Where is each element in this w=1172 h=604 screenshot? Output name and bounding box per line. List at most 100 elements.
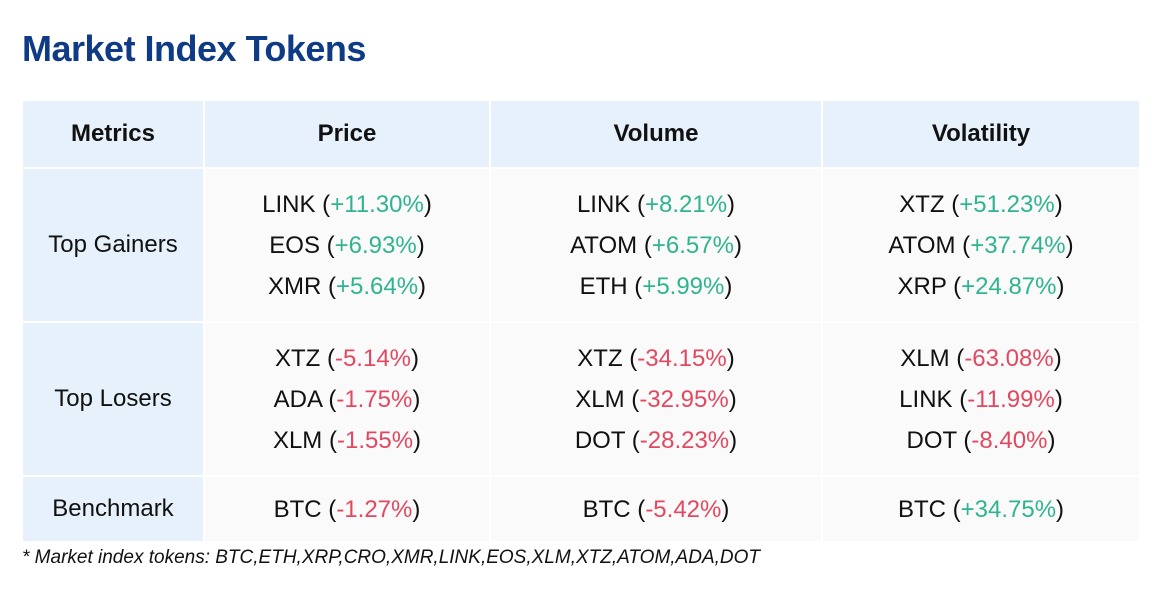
paren-open: (	[625, 426, 640, 454]
token-entry: ETH (+5.99%)	[492, 266, 820, 307]
paren-close: )	[728, 385, 737, 413]
token-entry: BTC (+34.75%)	[824, 489, 1138, 530]
paren-open: (	[321, 272, 336, 300]
page-title: Market Index Tokens	[22, 28, 366, 69]
token-entry: XLM (-63.08%)	[824, 338, 1138, 379]
token-change: +11.30%	[330, 190, 424, 218]
token-entry: DOT (-28.23%)	[492, 420, 820, 461]
token-entry: ATOM (+6.57%)	[492, 225, 820, 266]
token-entry: DOT (-8.40%)	[824, 420, 1138, 461]
header-price: Price	[205, 101, 491, 169]
cell-price: BTC (-1.27%)	[205, 477, 491, 543]
token-symbol: XTZ	[899, 190, 945, 218]
token-entry: XRP (+24.87%)	[824, 266, 1138, 307]
token-symbol: LINK	[576, 190, 631, 218]
paren-close: )	[1047, 426, 1056, 454]
token-change: -34.15%	[637, 344, 727, 372]
paren-close: )	[729, 426, 738, 454]
paren-open: (	[952, 385, 968, 413]
paren-open: (	[315, 190, 331, 218]
paren-open: (	[630, 495, 646, 523]
cell-volatility: XLM (-63.08%) LINK (-11.99%) DOT (-8.40%)	[823, 323, 1139, 477]
paren-open: (	[955, 231, 971, 259]
token-change: +6.57%	[651, 231, 734, 259]
token-change: -5.42%	[645, 495, 722, 523]
paren-open: (	[321, 385, 337, 413]
token-change: +24.87%	[961, 272, 1057, 300]
token-symbol: EOS	[269, 231, 320, 259]
token-entry: LINK (-11.99%)	[824, 379, 1138, 420]
token-change: +6.93%	[334, 231, 417, 259]
cell-volatility: XTZ (+51.23%) ATOM (+37.74%) XRP (+24.87%)	[823, 169, 1139, 323]
token-symbol: DOT	[574, 426, 626, 454]
cell-volume: BTC (-5.42%)	[491, 477, 823, 543]
token-change: -8.40%	[971, 426, 1048, 454]
paren-close: )	[416, 231, 425, 259]
paren-open: (	[944, 190, 960, 218]
token-symbol: DOT	[906, 426, 957, 454]
row-label: Top Gainers	[23, 169, 205, 323]
token-entry: XTZ (-5.14%)	[206, 338, 488, 379]
token-symbol: XLM	[900, 344, 950, 372]
paren-close: )	[727, 190, 736, 218]
token-change: -1.27%	[336, 495, 413, 523]
paren-close: )	[1065, 231, 1074, 259]
header-volume: Volume	[491, 101, 823, 169]
token-symbol: ATOM	[570, 231, 638, 259]
header-row: Metrics Price Volume Volatility	[23, 101, 1139, 169]
paren-open: (	[630, 190, 645, 218]
token-entry: BTC (-1.27%)	[206, 489, 488, 530]
token-entry: LINK (+11.30%)	[206, 184, 488, 225]
header-volatility: Volatility	[823, 101, 1139, 169]
paren-close: )	[721, 495, 730, 523]
token-symbol: LINK	[899, 385, 953, 413]
token-symbol: XTZ	[274, 344, 321, 372]
token-symbol: BTC	[273, 495, 322, 523]
paren-close: )	[724, 272, 733, 300]
paren-open: (	[319, 231, 335, 259]
paren-open: (	[320, 344, 335, 372]
token-change: +37.74%	[970, 231, 1066, 259]
token-symbol: XLM	[575, 385, 625, 413]
paren-close: )	[418, 272, 427, 300]
token-change: +5.99%	[642, 272, 725, 300]
paren-close: )	[413, 426, 422, 454]
token-change: +34.75%	[960, 495, 1057, 523]
cell-volume: LINK (+8.21%) ATOM (+6.57%) ETH (+5.99%)	[491, 169, 823, 323]
paren-open: (	[946, 272, 962, 300]
token-symbol: BTC	[582, 495, 631, 523]
token-change: +5.64%	[335, 272, 419, 300]
token-symbol: XTZ	[577, 344, 623, 372]
token-entry: EOS (+6.93%)	[206, 225, 488, 266]
paren-open: (	[622, 344, 638, 372]
paren-close: )	[412, 385, 421, 413]
row-label: Benchmark	[23, 477, 205, 543]
paren-open: (	[949, 344, 965, 372]
table-row: Top Gainers LINK (+11.30%) EOS (+6.93%) XMR…	[23, 169, 1139, 323]
token-symbol: LINK	[262, 190, 316, 218]
footnote: * Market index tokens: BTC,ETH,XRP,CRO,X…	[22, 547, 761, 568]
paren-close: )	[1056, 272, 1065, 300]
paren-open: (	[322, 426, 337, 454]
paren-open: (	[624, 385, 640, 413]
token-symbol: XLM	[272, 426, 323, 454]
token-entry: XTZ (-34.15%)	[492, 338, 820, 379]
cell-volatility: BTC (+34.75%)	[823, 477, 1139, 543]
token-entry: XLM (-32.95%)	[492, 379, 820, 420]
paren-close: )	[1054, 190, 1063, 218]
header-metrics: Metrics	[23, 101, 205, 169]
token-change: -28.23%	[639, 426, 730, 454]
token-change: -32.95%	[639, 385, 729, 413]
token-entry: LINK (+8.21%)	[492, 184, 820, 225]
market-table: Metrics Price Volume Volatility Top Gain…	[23, 101, 1139, 543]
token-symbol: BTC	[897, 495, 946, 523]
paren-close: )	[1053, 344, 1062, 372]
token-symbol: ADA	[273, 385, 322, 413]
paren-open: (	[321, 495, 337, 523]
paren-open: (	[637, 231, 652, 259]
table-row: Top Losers XTZ (-5.14%) ADA (-1.75%) XLM (-…	[23, 323, 1139, 477]
token-change: +51.23%	[959, 190, 1055, 218]
paren-close: )	[726, 344, 735, 372]
token-change: -1.55%	[336, 426, 414, 454]
token-entry: BTC (-5.42%)	[492, 489, 820, 530]
